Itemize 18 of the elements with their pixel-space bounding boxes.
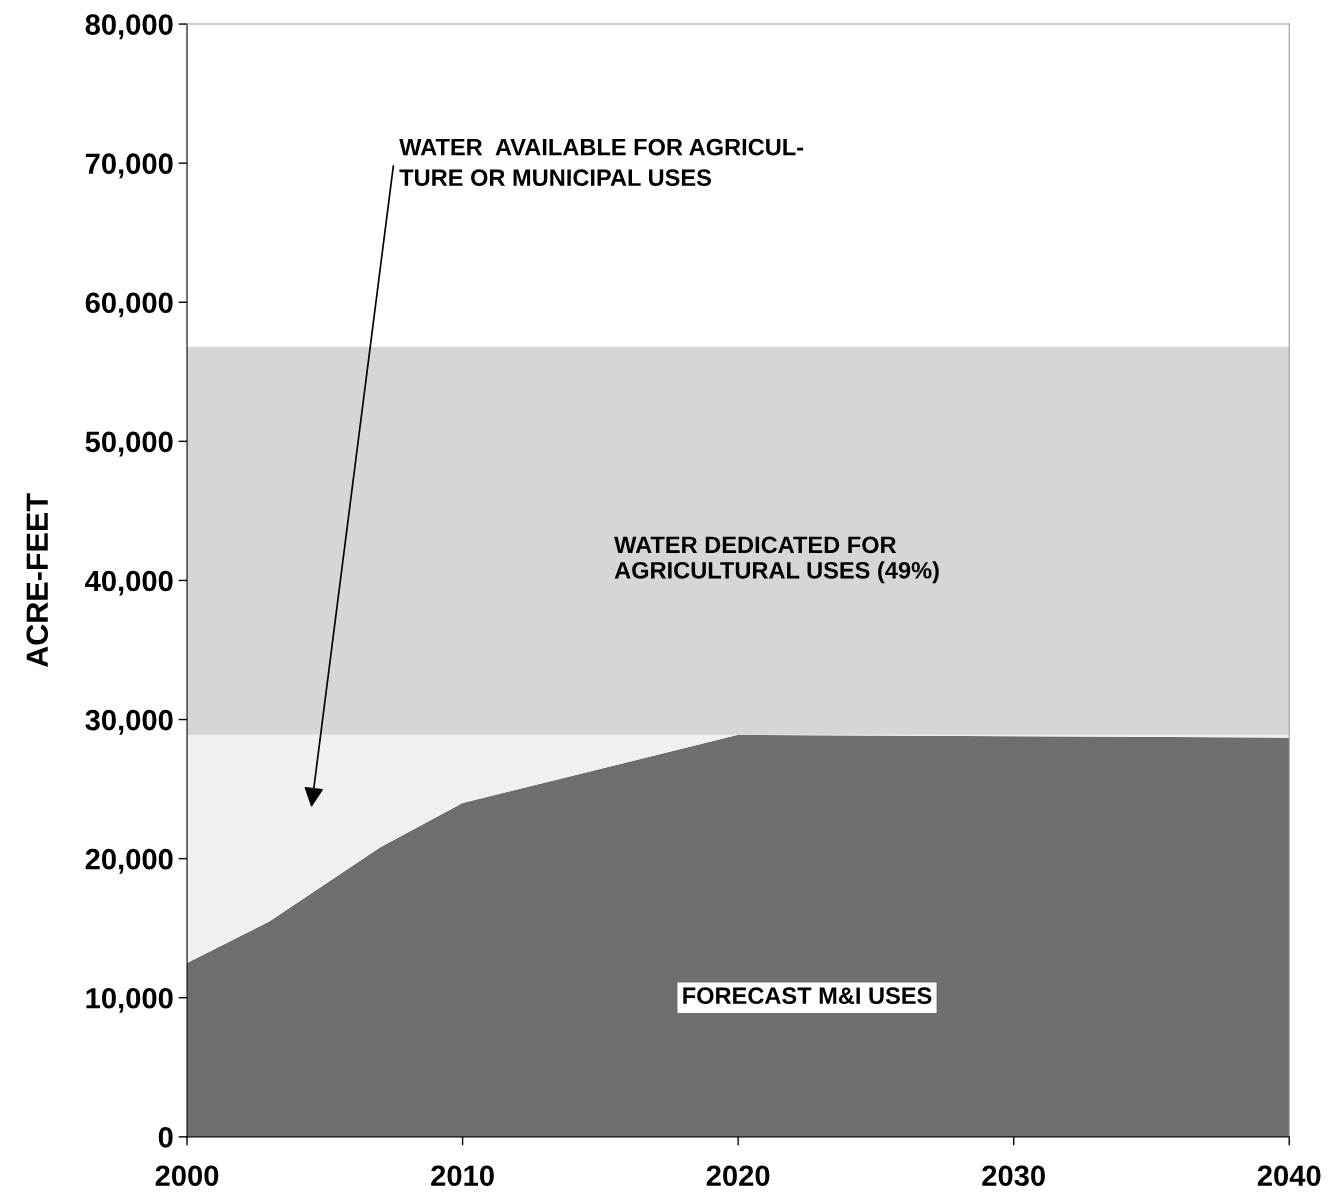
- x-tick-label: 2040: [1257, 1165, 1321, 1187]
- y-tick-label: 40,000: [85, 570, 173, 596]
- y-tick-label: 60,000: [85, 292, 173, 318]
- y-tick-label: 80,000: [85, 14, 173, 40]
- series-label: WATER DEDICATED FOR AGRICULTURAL USES (49%): [614, 536, 939, 584]
- annotation: WATER AVAILABLE FOR AGRICUL- TURE OR MUNICIPAL USES: [399, 138, 804, 187]
- y-tick-label: 30,000: [85, 709, 173, 735]
- y-tick-label: 50,000: [85, 431, 173, 457]
- y-tick-label: 20,000: [85, 848, 173, 874]
- series-label: FORECAST M&I USES: [683, 987, 932, 1005]
- y-tick-label: 10,000: [86, 987, 173, 1013]
- x-tick-label: 2000: [155, 1165, 219, 1187]
- y-tick-label: 0: [158, 1127, 173, 1148]
- x-tick-label: 2020: [706, 1165, 770, 1187]
- x-tick-label: 2010: [431, 1165, 494, 1187]
- y-axis-title: ACRE-FEET: [26, 493, 49, 668]
- x-tick-label: 2030: [982, 1165, 1045, 1187]
- y-tick-label: 70,000: [85, 153, 173, 179]
